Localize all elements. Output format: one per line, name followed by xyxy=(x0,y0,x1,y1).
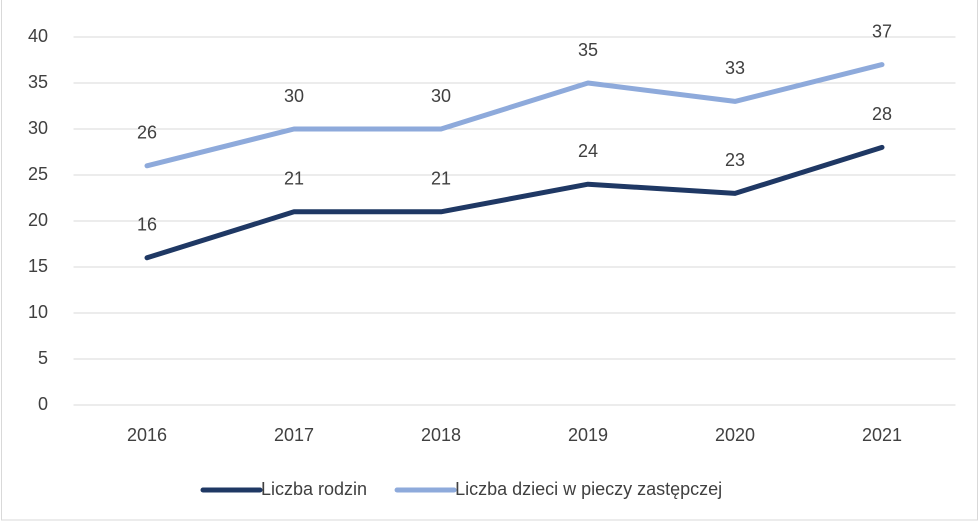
y-tick-label: 40 xyxy=(28,26,48,46)
data-label: 30 xyxy=(284,86,304,106)
legend-label: Liczba dzieci w pieczy zastępczej xyxy=(455,479,722,499)
y-tick-label: 25 xyxy=(28,164,48,184)
x-tick-label: 2018 xyxy=(421,425,461,445)
data-label: 30 xyxy=(431,86,451,106)
data-label: 16 xyxy=(137,215,157,235)
data-label: 33 xyxy=(725,58,745,78)
x-tick-label: 2017 xyxy=(274,425,314,445)
y-tick-label: 30 xyxy=(28,118,48,138)
data-label: 26 xyxy=(137,123,157,143)
data-label: 23 xyxy=(725,150,745,170)
y-tick-label: 20 xyxy=(28,210,48,230)
x-tick-label: 2019 xyxy=(568,425,608,445)
data-label: 21 xyxy=(284,169,304,189)
x-tick-label: 2020 xyxy=(715,425,755,445)
data-label: 35 xyxy=(578,40,598,60)
y-tick-label: 0 xyxy=(38,394,48,414)
series-line xyxy=(144,144,885,261)
y-tick-label: 15 xyxy=(28,256,48,276)
data-label: 24 xyxy=(578,141,598,161)
legend-label: Liczba rodzin xyxy=(261,479,367,499)
data-label: 21 xyxy=(431,169,451,189)
x-tick-label: 2021 xyxy=(862,425,902,445)
data-label: 28 xyxy=(872,104,892,124)
x-tick-label: 2016 xyxy=(127,425,167,445)
y-tick-label: 5 xyxy=(38,348,48,368)
data-label: 37 xyxy=(872,21,892,41)
y-tick-label: 10 xyxy=(28,302,48,322)
y-tick-label: 35 xyxy=(28,72,48,92)
series-line xyxy=(144,62,885,169)
